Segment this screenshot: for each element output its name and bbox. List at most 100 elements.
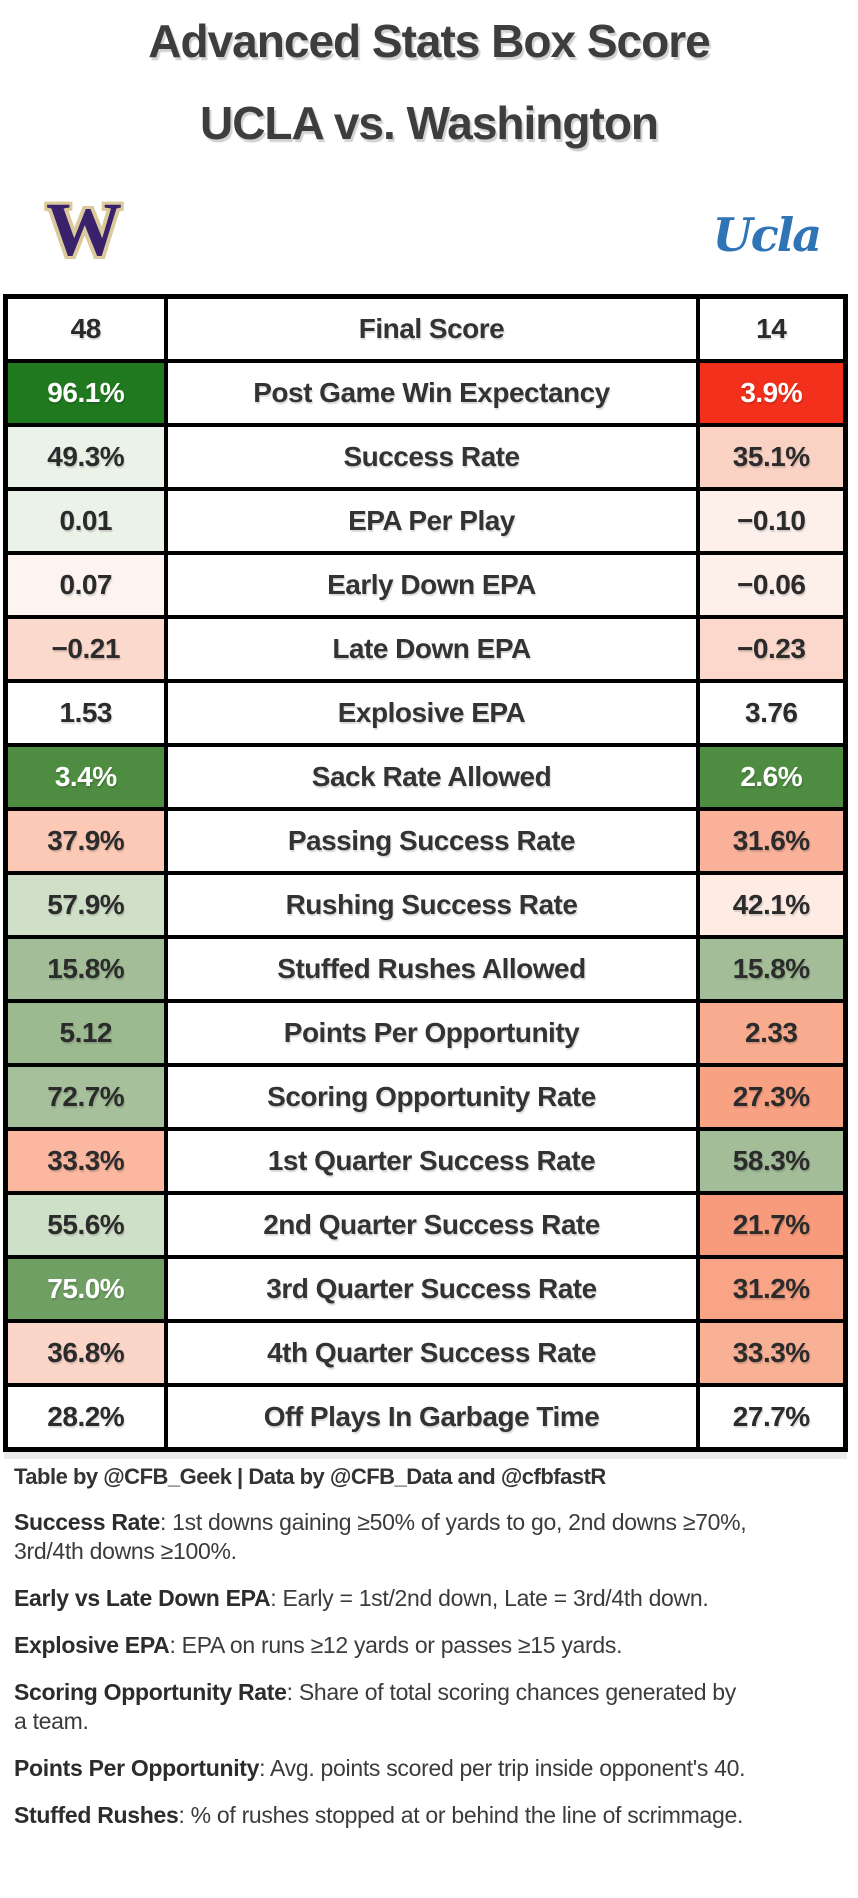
team-logos: W Ucla [0,188,858,268]
ucla-value-cell: 3.76 [695,679,848,747]
footnote: Points Per Opportunity: Avg. points scor… [14,1754,754,1783]
table-row: 36.8% 4th Quarter Success Rate 33.3% [3,1319,848,1387]
washington-value-cell: 3.4% [3,743,168,811]
page-title-line-2: UCLA vs. Washington [199,97,659,149]
metric-label-cell: Explosive EPA [163,679,700,747]
footnote: Success Rate: 1st downs gaining ≥50% of … [14,1508,754,1566]
ucla-value-cell: −0.23 [695,615,848,683]
table-row: 75.0% 3rd Quarter Success Rate 31.2% [3,1255,848,1323]
ucla-value-cell: 27.7% [695,1383,848,1452]
footnote-text: : Avg. points scored per trip inside opp… [259,1755,746,1781]
table-row: 15.8% Stuffed Rushes Allowed 15.8% [3,935,848,1003]
footnote-label: Scoring Opportunity Rate [14,1679,287,1705]
metric-label-cell: Scoring Opportunity Rate [163,1063,700,1131]
washington-value-cell: 72.7% [3,1063,168,1131]
table-row: 28.2% Off Plays In Garbage Time 27.7% [3,1383,848,1452]
table-row: 37.9% Passing Success Rate 31.6% [3,807,848,875]
metric-label-cell: Sack Rate Allowed [163,743,700,811]
ucla-value-cell: 27.3% [695,1063,848,1131]
washington-value-cell: 48 [3,294,168,363]
metric-label-cell: 3rd Quarter Success Rate [163,1255,700,1323]
table-row: 0.07 Early Down EPA −0.06 [3,551,848,619]
footnote-label: Points Per Opportunity [14,1755,260,1781]
washington-value-cell: 0.01 [3,487,168,555]
footnote-text: : EPA on runs ≥12 yards or passes ≥15 ya… [169,1632,623,1658]
washington-value-cell: 5.12 [3,999,168,1067]
metric-label-cell: Stuffed Rushes Allowed [163,935,700,1003]
table-row: 3.4% Sack Rate Allowed 2.6% [3,743,848,811]
footnote: Explosive EPA: EPA on runs ≥12 yards or … [14,1631,754,1660]
table-row: 48 Final Score 14 [3,294,848,363]
washington-logo-icon: W [46,188,122,272]
footnote-text: : Share of total scoring chances generat… [14,1679,736,1734]
metric-label-cell: Points Per Opportunity [163,999,700,1067]
metric-label-cell: EPA Per Play [163,487,700,555]
ucla-logo-icon: Ucla [712,208,822,262]
ucla-value-cell: 31.2% [695,1255,848,1323]
footnote: Scoring Opportunity Rate: Share of total… [14,1678,754,1736]
washington-value-cell: 33.3% [3,1127,168,1195]
metric-label-cell: Early Down EPA [163,551,700,619]
ucla-value-cell: 2.33 [695,999,848,1067]
ucla-value-cell: 31.6% [695,807,848,875]
washington-value-cell: 55.6% [3,1191,168,1259]
washington-value-cell: 75.0% [3,1255,168,1323]
ucla-value-cell: 2.6% [695,743,848,811]
table-row: 1.53 Explosive EPA 3.76 [3,679,848,747]
ucla-value-cell: 3.9% [695,359,848,427]
washington-value-cell: 28.2% [3,1383,168,1452]
footnote-label: Explosive EPA [14,1632,170,1658]
metric-label-cell: Off Plays In Garbage Time [163,1383,700,1452]
footnote-text: : Early = 1st/2nd down, Late = 3rd/4th d… [270,1585,709,1611]
metric-label-cell: Final Score [163,294,700,363]
washington-value-cell: 49.3% [3,423,168,491]
washington-value-cell: 57.9% [3,871,168,939]
ucla-value-cell: 21.7% [695,1191,848,1259]
washington-value-cell: 37.9% [3,807,168,875]
table-row: 0.01 EPA Per Play −0.10 [3,487,848,555]
metric-label-cell: 4th Quarter Success Rate [163,1319,700,1387]
footnote-text: : 1st downs gaining ≥50% of yards to go,… [14,1509,747,1564]
metric-label-cell: Late Down EPA [163,615,700,683]
washington-value-cell: 96.1% [3,359,168,427]
footnote-label: Early vs Late Down EPA [14,1585,271,1611]
table-row: 72.7% Scoring Opportunity Rate 27.3% [3,1063,848,1131]
metric-label-cell: Post Game Win Expectancy [163,359,700,427]
metric-label-cell: 1st Quarter Success Rate [163,1127,700,1195]
header: Advanced Stats Box Score UCLA vs. Washin… [0,0,858,146]
table-row: 96.1% Post Game Win Expectancy 3.9% [3,359,848,427]
metric-label-cell: Rushing Success Rate [163,871,700,939]
washington-value-cell: 1.53 [3,679,168,747]
ucla-value-cell: 15.8% [695,935,848,1003]
metric-label-cell: Passing Success Rate [163,807,700,875]
attribution-text: Table by @CFB_Geek | Data by @CFB_Data a… [14,1464,606,1489]
ucla-value-cell: −0.06 [695,551,848,619]
table-row: −0.21 Late Down EPA −0.23 [3,615,848,683]
ucla-value-cell: 58.3% [695,1127,848,1195]
ucla-value-cell: 42.1% [695,871,848,939]
footnote-label: Success Rate [14,1509,160,1535]
footnote: Early vs Late Down EPA: Early = 1st/2nd … [14,1584,754,1613]
washington-value-cell: −0.21 [3,615,168,683]
table-row: 57.9% Rushing Success Rate 42.1% [3,871,848,939]
footnote: Stuffed Rushes: % of rushes stopped at o… [14,1801,754,1830]
page-title-line-1: Advanced Stats Box Score [148,15,710,67]
ucla-value-cell: 35.1% [695,423,848,491]
footnote-text: : % of rushes stopped at or behind the l… [178,1802,744,1828]
table-row: 49.3% Success Rate 35.1% [3,423,848,491]
ucla-value-cell: 33.3% [695,1319,848,1387]
ucla-value-cell: −0.10 [695,487,848,555]
washington-value-cell: 15.8% [3,935,168,1003]
metric-label-cell: 2nd Quarter Success Rate [163,1191,700,1259]
advanced-stats-table: 48 Final Score 14 96.1% Post Game Win Ex… [3,294,848,1452]
washington-value-cell: 36.8% [3,1319,168,1387]
footer: Table by @CFB_Geek | Data by @CFB_Data a… [14,1464,844,1830]
washington-value-cell: 0.07 [3,551,168,619]
ucla-value-cell: 14 [695,294,848,363]
table-row: 55.6% 2nd Quarter Success Rate 21.7% [3,1191,848,1259]
table-row: 5.12 Points Per Opportunity 2.33 [3,999,848,1067]
table-row: 33.3% 1st Quarter Success Rate 58.3% [3,1127,848,1195]
footnotes: Success Rate: 1st downs gaining ≥50% of … [14,1508,844,1830]
footnote-label: Stuffed Rushes [14,1802,179,1828]
metric-label-cell: Success Rate [163,423,700,491]
